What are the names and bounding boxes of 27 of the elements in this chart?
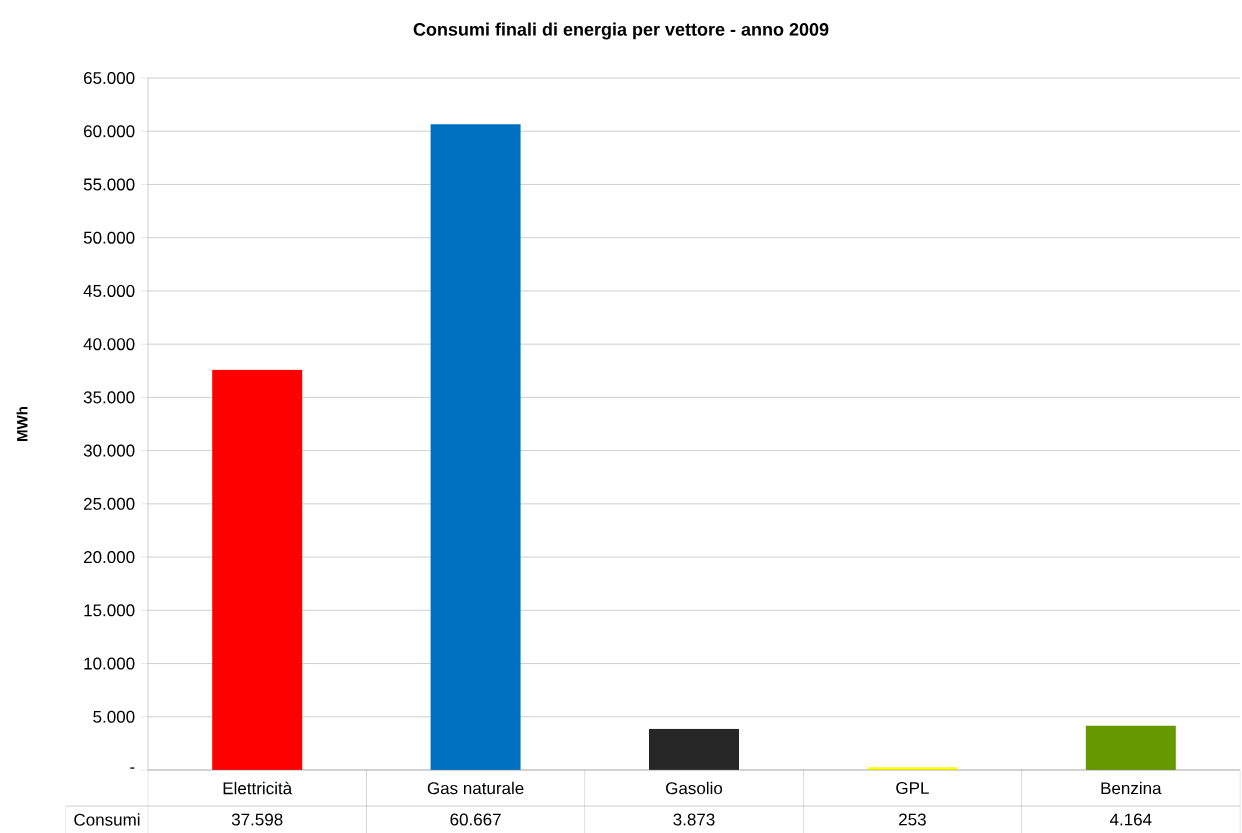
y-tick-label: 15.000 <box>84 604 135 617</box>
text: Consumi <box>74 813 140 826</box>
data-label: 3.873 <box>673 813 715 826</box>
y-tick-label: 35.000 <box>83 391 135 404</box>
y-tick-label: - <box>130 767 135 769</box>
y-tick-label: 55.000 <box>83 178 135 191</box>
y-tick-label: 30.000 <box>83 444 135 457</box>
data-label: 37.598 <box>231 813 283 826</box>
y-tick-label: 50.000 <box>83 231 135 244</box>
x-tick-label: GPL <box>896 781 929 795</box>
y-tick-label: 20.000 <box>84 551 135 564</box>
data-label: 60.667 <box>450 813 501 826</box>
y-tick-label: 60.000 <box>84 125 135 138</box>
y-tick-label: 25.000 <box>84 497 135 510</box>
y-tick-label: 65.000 <box>84 71 135 85</box>
x-tick-label: Benzina <box>1101 781 1162 795</box>
data-label: 253 <box>899 813 926 826</box>
y-tick-label: 40.000 <box>83 338 135 351</box>
data-label: 4.164 <box>1109 813 1152 826</box>
y-tick-label: 10.000 <box>84 657 135 670</box>
y-tick-label: 45.000 <box>83 284 135 297</box>
y-tick-label: 5.000 <box>93 710 135 723</box>
x-tick-label: Gas naturale <box>427 781 524 795</box>
y-axis-title: MWh <box>16 407 28 441</box>
x-tick-label: Gasolio <box>666 781 723 795</box>
x-tick-label: Elettricità <box>223 781 293 795</box>
chart-title: Consumi finali di energia per vettore - anno 2009 <box>413 22 829 40</box>
